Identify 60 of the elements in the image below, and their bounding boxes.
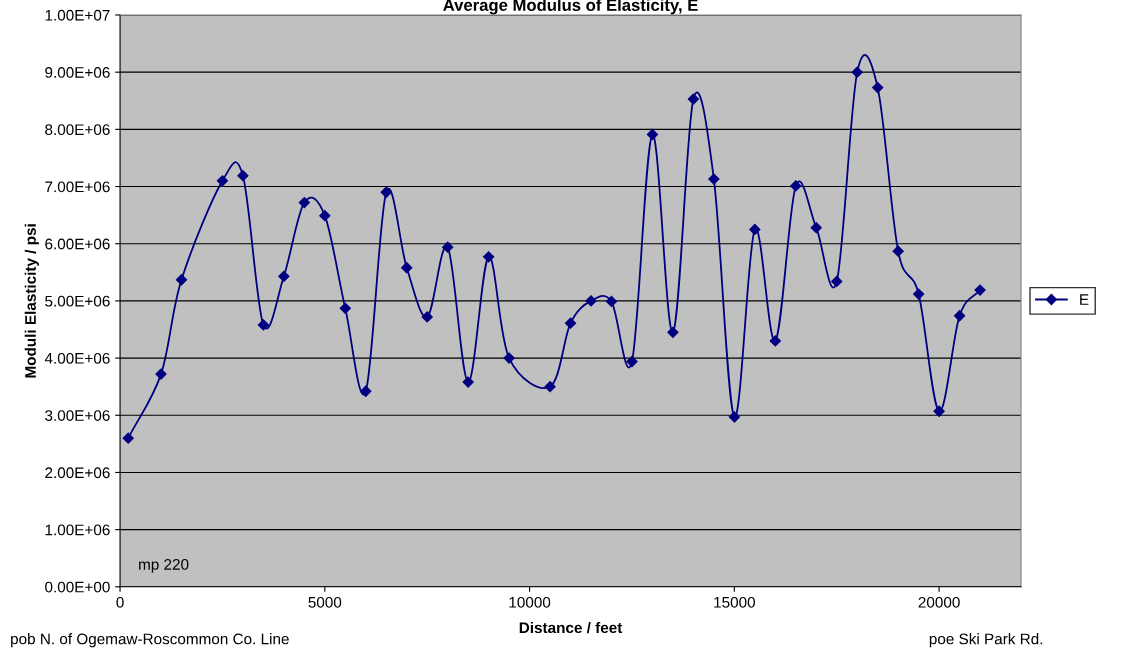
point — [483, 251, 495, 263]
point — [339, 302, 351, 314]
y-tick-label: 6.00E+06 — [45, 238, 110, 250]
y-tick-label: 0.00E+00 — [45, 581, 110, 593]
point — [237, 170, 249, 182]
y-axis-title: Moduli Elasticity / psi — [24, 224, 39, 378]
point — [892, 245, 904, 257]
point — [122, 432, 134, 444]
point — [216, 175, 229, 187]
point — [749, 223, 761, 236]
point — [585, 295, 597, 307]
point — [421, 311, 433, 323]
x-tick-label: 0 — [116, 596, 124, 608]
point — [646, 128, 659, 141]
point — [401, 262, 413, 274]
x-tick-label: 10000 — [509, 596, 551, 608]
point — [872, 82, 884, 94]
point — [851, 66, 863, 78]
point — [933, 405, 945, 417]
y-tick-label: 5.00E+06 — [45, 295, 110, 307]
point — [298, 196, 310, 209]
point — [953, 310, 966, 322]
point — [175, 274, 188, 286]
point — [360, 385, 372, 397]
point — [544, 381, 556, 393]
point — [462, 376, 474, 388]
legend-label: E — [1080, 294, 1089, 305]
y-tick-label: 9.00E+06 — [45, 67, 110, 78]
point — [503, 352, 515, 364]
y-tick-label: 2.00E+06 — [45, 467, 110, 479]
y-tick-label: 3.00E+06 — [45, 410, 110, 421]
y-tick-label: 8.00E+06 — [45, 124, 110, 136]
point — [667, 326, 679, 338]
point — [626, 355, 638, 368]
point — [810, 222, 822, 234]
point — [319, 210, 331, 222]
point — [831, 275, 843, 288]
y-tick-label: 1.00E+07 — [45, 9, 110, 21]
point — [790, 180, 802, 192]
point — [257, 319, 269, 331]
x-tick-label: 5000 — [308, 596, 342, 608]
point — [913, 288, 925, 300]
text: poe Ski Park Rd. — [929, 633, 1043, 648]
y-tick-label: 1.00E+06 — [45, 524, 110, 536]
point — [708, 173, 720, 185]
point — [769, 335, 781, 347]
x-tick-label: 20000 — [918, 596, 960, 608]
x-axis-title: Distance / feet — [519, 621, 623, 634]
point — [564, 317, 577, 329]
point — [278, 270, 290, 282]
point — [605, 295, 618, 308]
point — [687, 93, 700, 105]
annotation: mp 220 — [139, 558, 189, 573]
y-tick-label: 4.00E+06 — [44, 352, 110, 364]
y-tick-label: 7.00E+06 — [45, 181, 110, 193]
point — [728, 411, 740, 423]
text: pob N. of Ogemaw-Roscommon Co. Line — [11, 633, 289, 648]
point — [380, 186, 392, 198]
x-tick-label: 15000 — [714, 596, 755, 608]
point — [442, 241, 454, 253]
